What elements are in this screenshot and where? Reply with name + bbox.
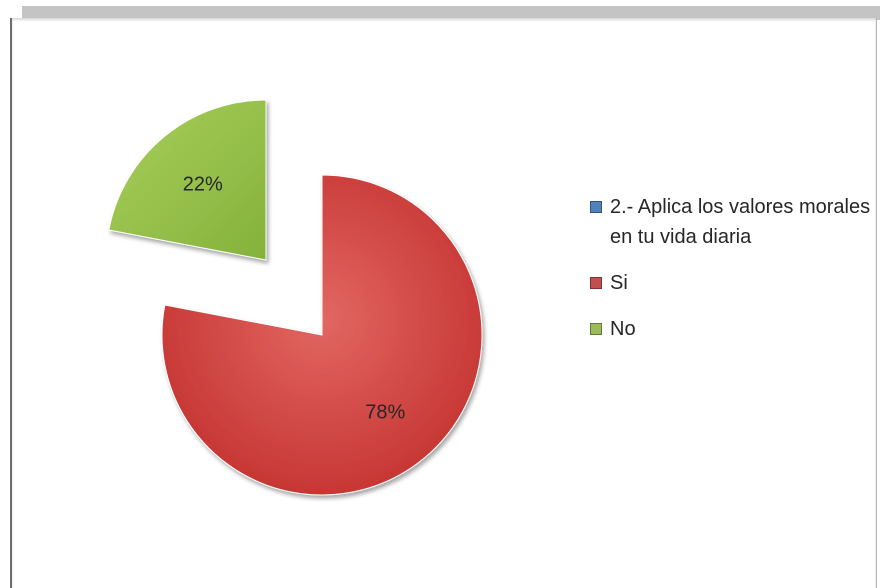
- legend-swatch-no: [590, 323, 602, 335]
- data-label-si: 78%: [365, 401, 405, 423]
- data-label-no: 22%: [183, 174, 223, 196]
- legend-label-si: Si: [610, 272, 628, 294]
- legend-item-no: No: [590, 314, 872, 344]
- window-top-bar: [22, 6, 880, 20]
- legend-swatch-si: [590, 277, 602, 289]
- pie-slice-no: [108, 99, 267, 261]
- legend-item-si: Si: [590, 268, 872, 298]
- legend-label-no: No: [610, 318, 636, 340]
- legend-swatch-question: [590, 201, 602, 213]
- legend-item-question: 2.- Aplica los valores morales en tu vid…: [590, 192, 872, 252]
- pie-slice-si: [161, 174, 483, 496]
- legend-label-question: 2.- Aplica los valores morales en tu vid…: [610, 196, 871, 248]
- pie-chart: 78% 22%: [108, 99, 483, 496]
- chart-legend: 2.- Aplica los valores morales en tu vid…: [590, 192, 872, 360]
